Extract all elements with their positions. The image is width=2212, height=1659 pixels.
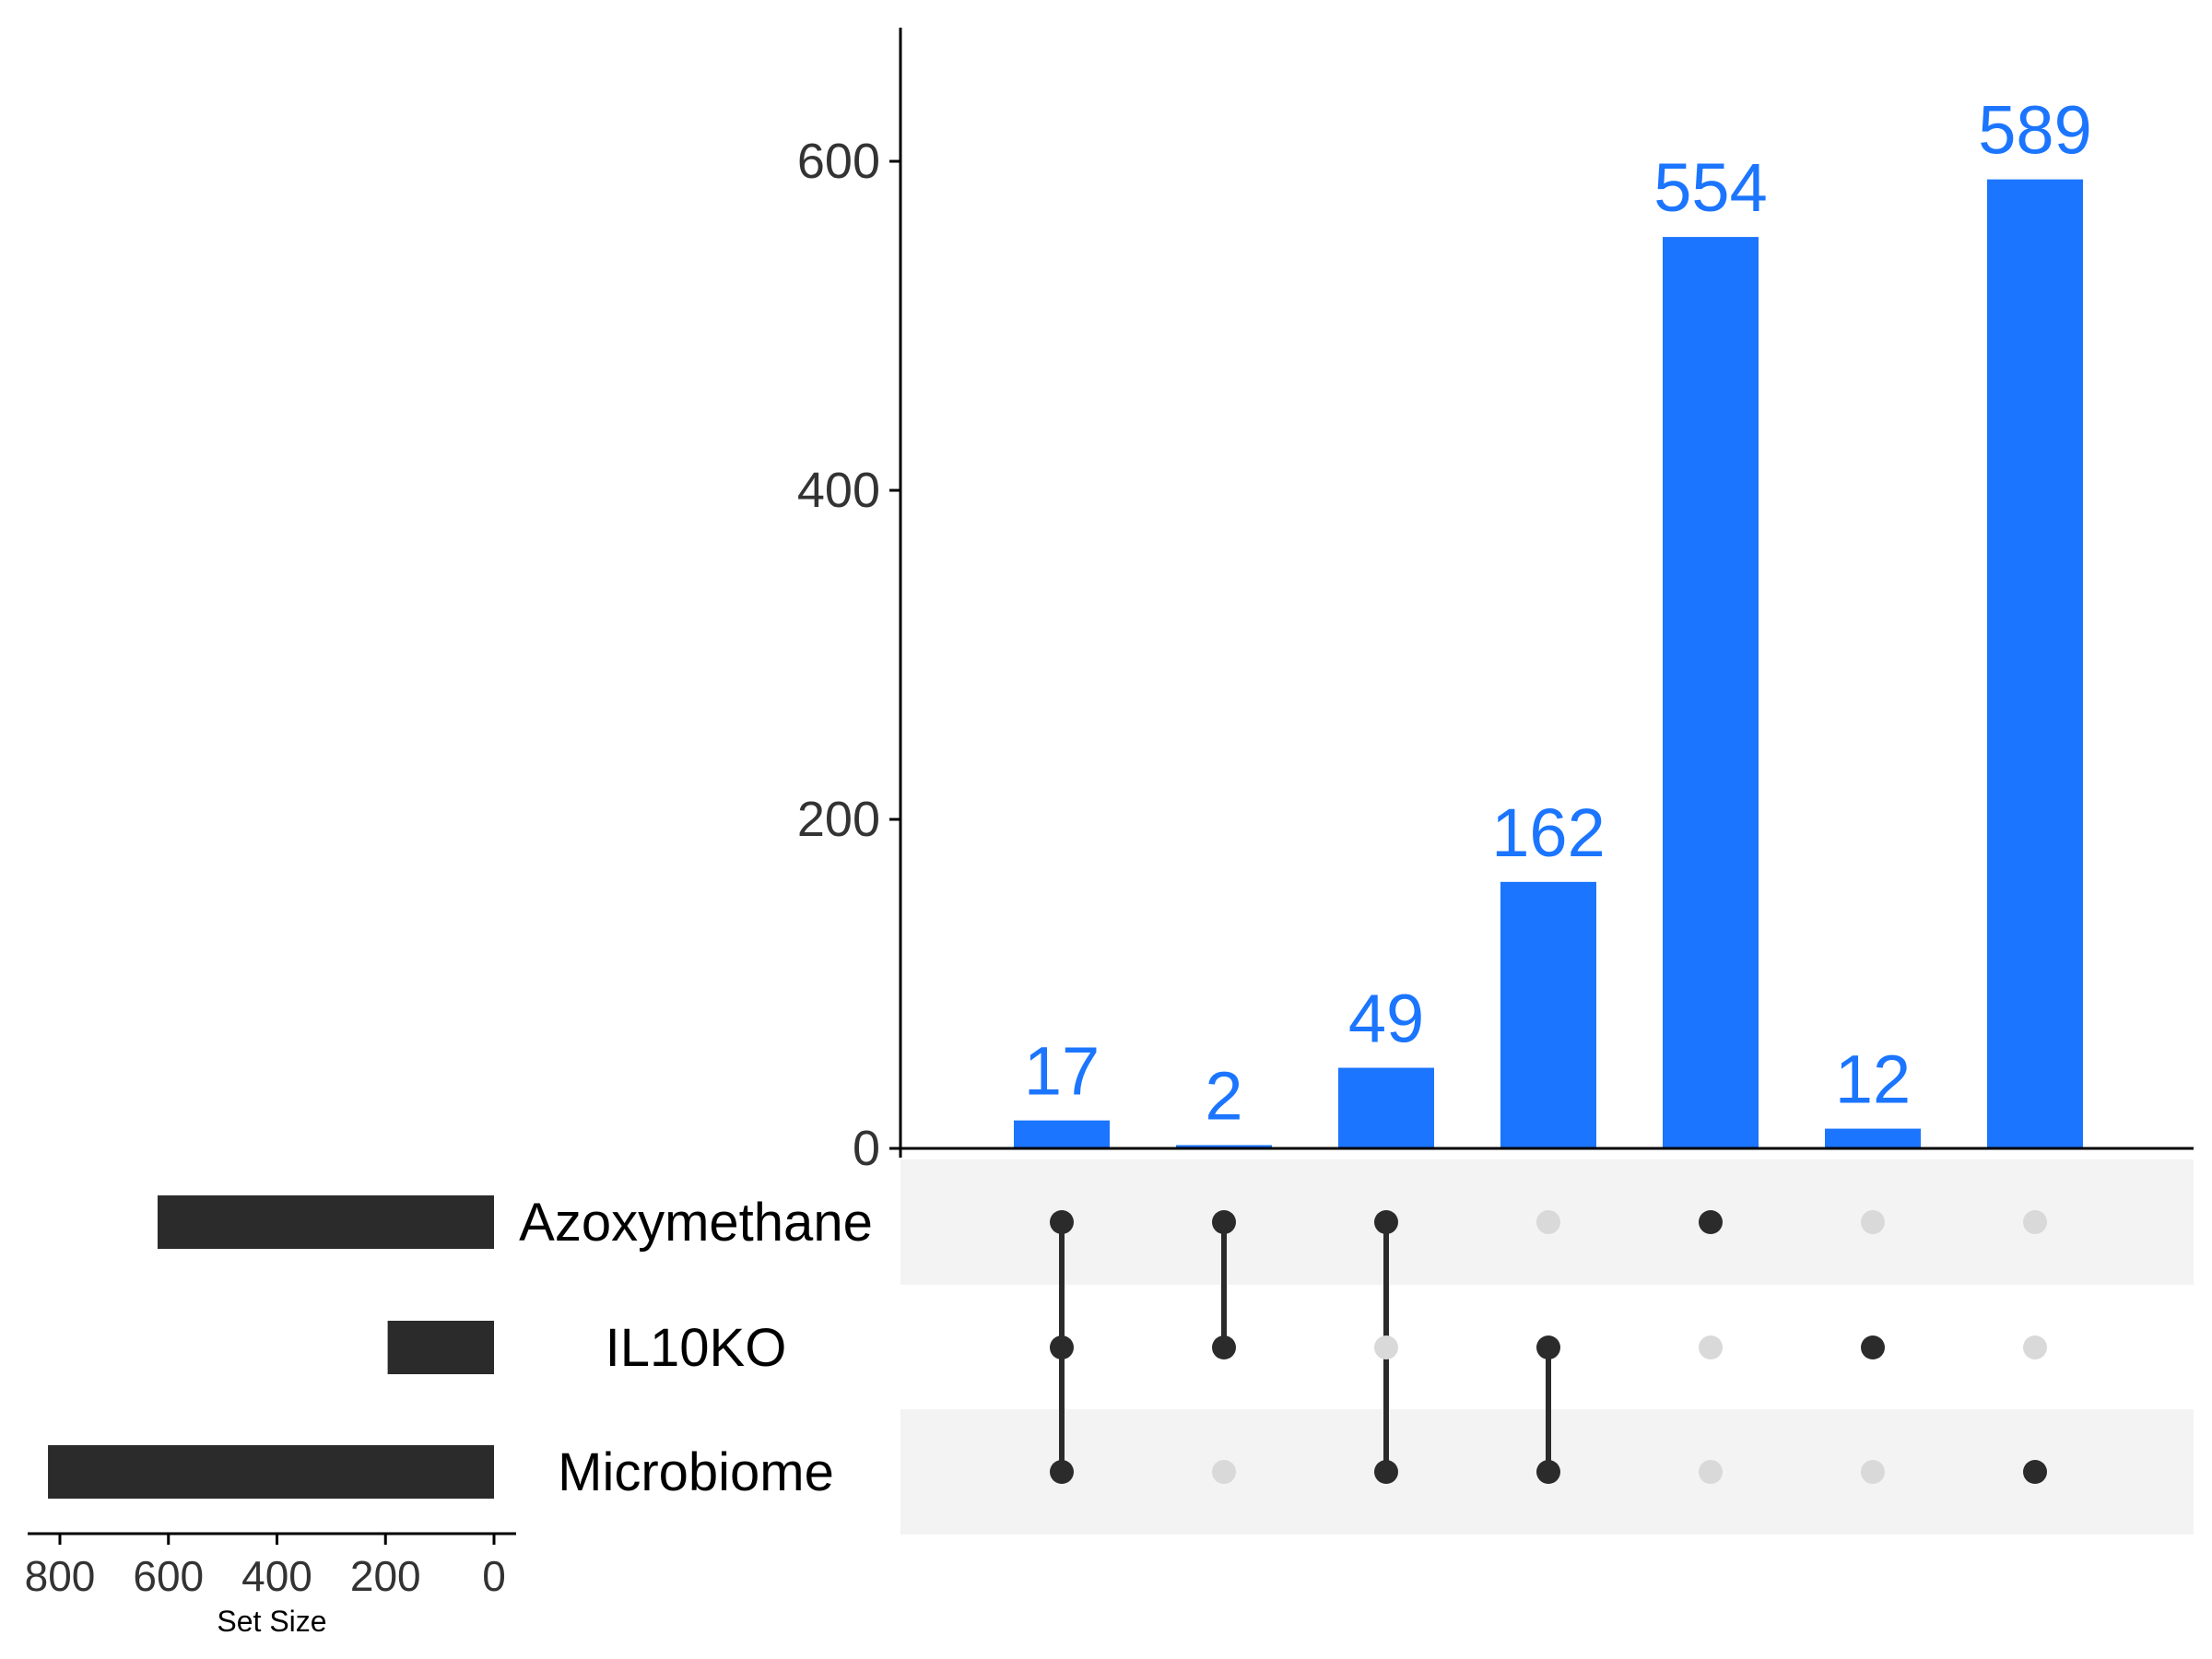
matrix-dot-inactive xyxy=(2023,1335,2047,1359)
matrix-dot-active xyxy=(1212,1210,1236,1234)
y-tick-label: 600 xyxy=(797,134,880,189)
set-size-tick-label: 200 xyxy=(350,1552,421,1600)
set-size-axis: Set Size 800 600 400 200 0 xyxy=(25,1532,516,1638)
intersection-bar xyxy=(1825,1128,1921,1148)
set-size-tick-label: 400 xyxy=(241,1552,312,1600)
matrix-dot-inactive xyxy=(1861,1460,1885,1484)
intersection-value-labels: 17 2 49 162 554 12 589 xyxy=(1024,92,2092,1135)
matrix-dot-active xyxy=(1374,1460,1398,1484)
matrix-dot-active xyxy=(1050,1210,1074,1234)
matrix-dot-active xyxy=(1861,1335,1885,1359)
set-size-tick-label: 600 xyxy=(133,1552,204,1600)
intersection-value-label: 554 xyxy=(1653,149,1767,226)
intersection-value-label: 12 xyxy=(1835,1041,1911,1118)
intersection-bars xyxy=(1014,179,2083,1148)
matrix-dot-active xyxy=(1212,1335,1236,1359)
set-name-label: Microbiome xyxy=(558,1442,834,1502)
intersection-value-label: 162 xyxy=(1491,794,1605,871)
y-tick-label: 400 xyxy=(797,463,880,518)
set-size-tick-label: 800 xyxy=(25,1552,96,1600)
intersection-bar xyxy=(1176,1145,1272,1148)
matrix-dot-inactive xyxy=(1861,1210,1885,1234)
matrix-dot-active xyxy=(1050,1460,1074,1484)
matrix-dot-active xyxy=(1536,1335,1560,1359)
matrix-dot-inactive xyxy=(1212,1460,1236,1484)
y-tick-label: 0 xyxy=(853,1121,880,1176)
intersection-bar xyxy=(1014,1120,1110,1148)
matrix-dot-active xyxy=(1699,1210,1723,1234)
set-size-bars xyxy=(48,1195,495,1499)
matrix-dot-active xyxy=(1050,1335,1074,1359)
matrix-dot-inactive xyxy=(1536,1210,1560,1234)
set-size-bar xyxy=(48,1445,495,1499)
intersection-bar xyxy=(1663,237,1759,1148)
intersection-bar xyxy=(1987,179,2083,1148)
intersection-bar xyxy=(1500,881,1596,1148)
matrix-dot-inactive xyxy=(1699,1335,1723,1359)
matrix-dot-inactive xyxy=(2023,1210,2047,1234)
set-size-tick-label: 0 xyxy=(482,1552,506,1600)
set-name-label: Azoxymethane xyxy=(519,1193,873,1253)
set-name-label: IL10KO xyxy=(606,1318,787,1378)
intersection-matrix xyxy=(1050,1210,2047,1484)
set-size-bar xyxy=(387,1321,494,1374)
set-name-labels: Azoxymethane IL10KO Microbiome xyxy=(519,1193,873,1502)
matrix-dot-inactive xyxy=(1699,1460,1723,1484)
intersection-bar xyxy=(1338,1067,1434,1148)
set-size-axis-title: Set Size xyxy=(217,1605,326,1638)
intersection-value-label: 49 xyxy=(1348,981,1424,1057)
matrix-dot-inactive xyxy=(1374,1335,1398,1359)
intersection-value-label: 17 xyxy=(1024,1033,1100,1110)
set-size-bar xyxy=(157,1195,494,1249)
matrix-dot-active xyxy=(1374,1210,1398,1234)
intersection-value-label: 589 xyxy=(1978,92,2091,169)
matrix-dot-active xyxy=(2023,1460,2047,1484)
y-tick-label: 200 xyxy=(797,792,880,847)
matrix-dot-active xyxy=(1536,1460,1560,1484)
intersection-size-axis: 0 200 400 600 xyxy=(797,28,2194,1176)
intersection-value-label: 2 xyxy=(1205,1057,1242,1134)
